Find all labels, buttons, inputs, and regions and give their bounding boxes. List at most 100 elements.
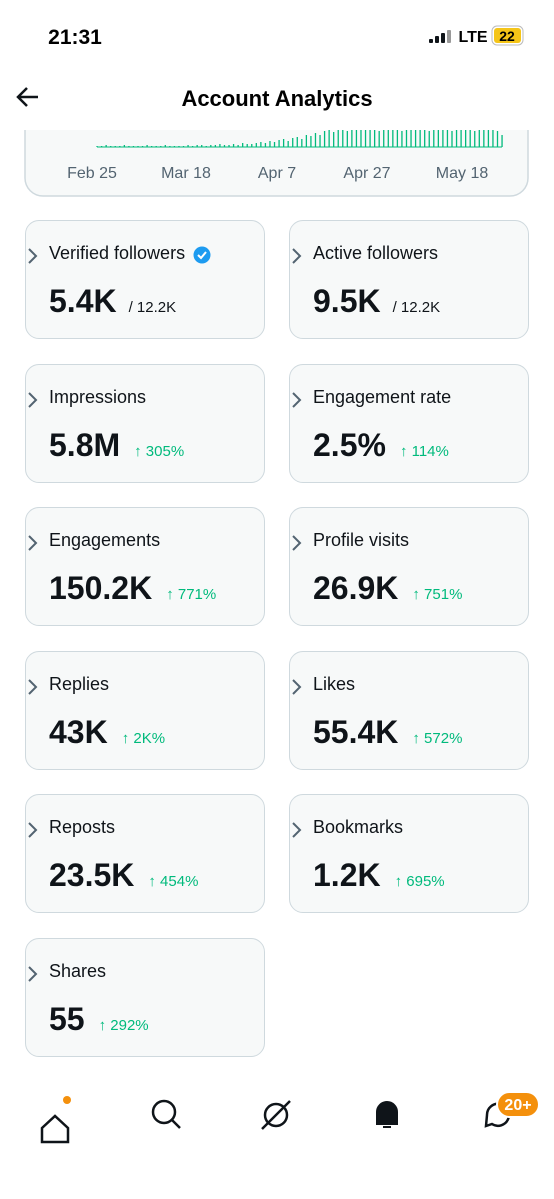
badge: 20+	[504, 1097, 531, 1114]
bar	[237, 145, 239, 147]
card-label: Profile visits	[313, 530, 410, 551]
chart: 21:31 LTE 22 Account Analytics Feb 25 Mar…	[0, 0, 554, 197]
bar	[196, 145, 198, 147]
bar	[487, 129, 490, 147]
card-value: 5.8M	[49, 426, 121, 463]
stat-card[interactable]: Shares 55 ↑ 292%	[25, 938, 265, 1057]
badge-bg	[496, 1091, 540, 1118]
card-change: ↑ 695%	[394, 873, 445, 891]
card-value: 2.5%	[313, 426, 386, 463]
bar	[351, 129, 353, 147]
nav-search-handle	[171, 1119, 181, 1129]
stat-card[interactable]: Reposts 23.5K ↑ 454%	[25, 794, 265, 914]
network: LTE	[458, 29, 487, 46]
chevron	[28, 822, 38, 839]
back-button[interactable]	[16, 87, 38, 107]
card-change: ↑ 292%	[98, 1017, 149, 1034]
card-label: Shares	[49, 961, 107, 981]
bar	[446, 129, 449, 147]
card-value: 1.2K	[313, 857, 381, 894]
nav-search[interactable]	[151, 1099, 177, 1125]
page-title: Account Analytics	[181, 86, 372, 111]
card-value: 26.9K	[313, 570, 399, 607]
card-total: / 12.2K	[128, 299, 177, 316]
x-tick-label: Apr 7	[258, 165, 296, 182]
card-change: ↑ 572%	[412, 729, 463, 747]
bar	[342, 129, 344, 147]
card-change: ↑ 751%	[412, 586, 463, 604]
bar	[433, 129, 435, 147]
bar	[387, 129, 389, 147]
verified-badge	[193, 246, 211, 264]
bar	[223, 145, 226, 147]
card-label: Replies	[49, 673, 110, 694]
bar	[373, 129, 376, 147]
card-label: Reposts	[49, 817, 116, 838]
bar	[483, 130, 485, 147]
bar	[460, 130, 462, 147]
battery-level: 22	[499, 28, 515, 44]
stat-card[interactable]: Bookmarks 1.2K ↑ 695%	[289, 794, 529, 914]
bar	[232, 144, 235, 147]
card-label: Impressions	[49, 386, 147, 407]
bar	[355, 129, 358, 147]
chevron	[292, 822, 302, 839]
header-bg	[0, 0, 554, 130]
stat-card[interactable]: Impressions 5.8M ↑ 305%	[25, 363, 265, 483]
bar	[323, 131, 326, 147]
nav-grok[interactable]	[263, 1102, 289, 1128]
bar	[273, 142, 276, 147]
bar	[337, 130, 339, 147]
bar	[310, 136, 312, 147]
stat-card[interactable]: Replies 43K ↑ 2K%	[25, 650, 265, 770]
bar	[364, 129, 367, 147]
stat-card[interactable]: Verified followers 5.4K / 12.2K	[25, 220, 265, 339]
bar	[264, 143, 267, 147]
card-change: ↑ 454%	[148, 873, 199, 891]
x-tick-label: Mar 18	[161, 165, 211, 182]
bar	[105, 145, 107, 147]
bottom-nav: 20+	[40, 1091, 540, 1144]
nav-notifications[interactable]	[376, 1101, 398, 1128]
card-change: ↑ 771%	[166, 586, 217, 604]
bar	[401, 131, 403, 147]
chevron	[292, 391, 302, 408]
stat-card[interactable]: Engagements 150.2K ↑ 771%	[25, 507, 265, 627]
bar	[378, 131, 380, 147]
bar	[419, 129, 421, 147]
x-tick-label: Apr 27	[343, 165, 390, 182]
bar	[501, 135, 503, 147]
status-time: 21:31	[48, 26, 102, 49]
x-tick-label: May 18	[436, 165, 489, 182]
bar	[282, 139, 285, 147]
bar	[405, 129, 408, 147]
card-change: ↑ 114%	[399, 442, 449, 460]
bar	[442, 129, 444, 147]
card-value: 23.5K	[49, 857, 135, 894]
stat-card[interactable]: Likes 55.4K ↑ 572%	[289, 650, 529, 770]
bar	[219, 144, 221, 147]
stat-card[interactable]: Engagement rate 2.5% ↑ 114%	[289, 363, 529, 483]
bar	[292, 138, 294, 147]
bar	[469, 129, 471, 147]
bar	[414, 130, 417, 147]
bar	[228, 145, 230, 147]
bar	[246, 144, 248, 147]
bar	[210, 145, 212, 147]
bar	[319, 135, 321, 147]
chevron	[28, 679, 38, 695]
stat-card[interactable]: Profile visits 26.9K ↑ 751%	[289, 507, 529, 627]
card-value: 43K	[49, 713, 108, 750]
card-label: Engagement rate	[313, 386, 452, 407]
card-label: Likes	[313, 673, 356, 694]
bar	[428, 131, 430, 147]
bar	[392, 130, 394, 147]
nav-home[interactable]	[40, 1114, 70, 1144]
bar	[287, 141, 289, 147]
nav-grok-slash	[261, 1100, 291, 1130]
bar	[269, 141, 271, 147]
card-label: Engagements	[49, 530, 161, 551]
stat-card[interactable]: Active followers 9.5K / 12.2K	[289, 220, 529, 339]
bar	[383, 129, 385, 147]
